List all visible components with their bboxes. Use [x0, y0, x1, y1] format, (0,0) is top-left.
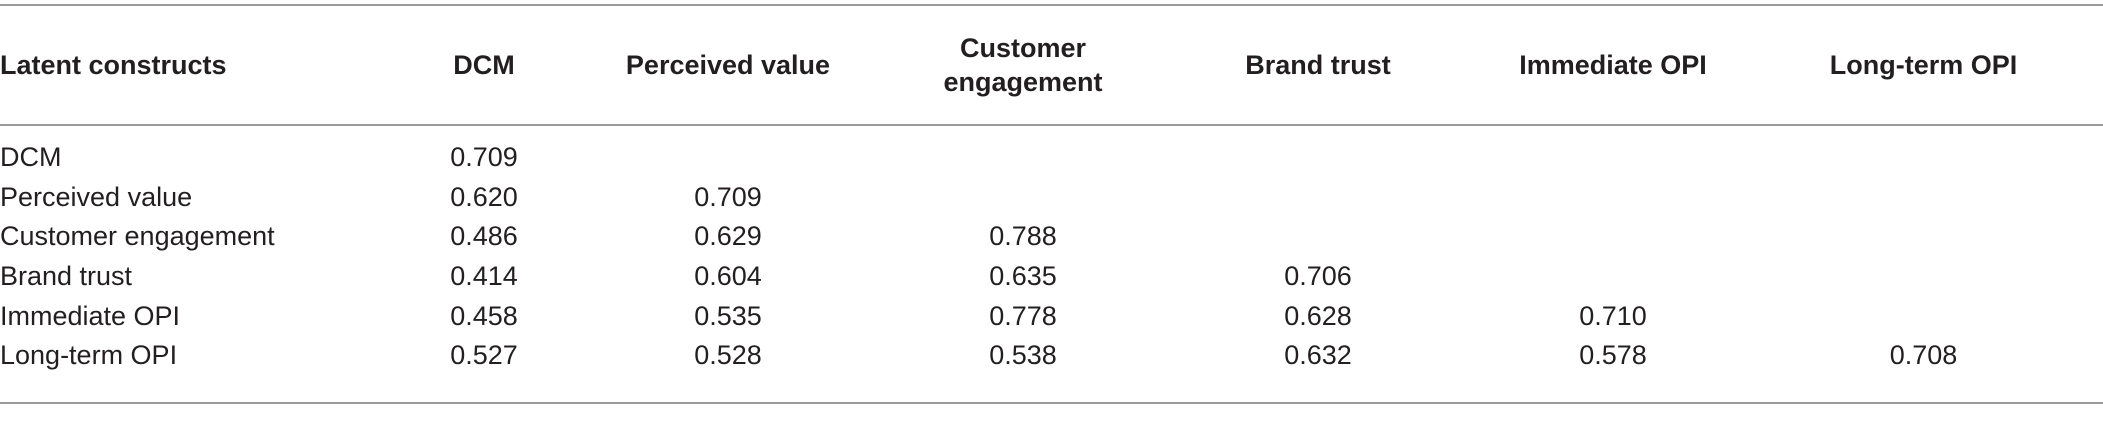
table-cell: 0.709: [694, 181, 762, 212]
header-latent-constructs: Latent constructs: [0, 50, 227, 80]
table-cell: 0.620: [450, 181, 518, 212]
header-row: Latent constructs DCM Perceived value Cu…: [0, 6, 2103, 124]
table-row: Customer engagement 0.486 0.629 0.788: [0, 217, 2103, 257]
table-cell: [1482, 257, 1744, 297]
table-cell: [1744, 124, 2103, 178]
table-cell: [1482, 178, 1744, 218]
table-row: Perceived value 0.620 0.709: [0, 178, 2103, 218]
row-label: Brand trust: [0, 261, 133, 292]
header-dcm: DCM: [453, 50, 515, 80]
table-cell: 0.527: [450, 340, 518, 371]
table-cell: 0.414: [450, 261, 518, 292]
table-cell: 0.778: [989, 300, 1057, 331]
table-cell: 0.535: [694, 300, 762, 331]
table-cell: 0.706: [1284, 261, 1352, 292]
table-cell: 0.629: [694, 221, 762, 252]
header-immediate-opi: Immediate OPI: [1519, 50, 1707, 80]
table-cell: 0.528: [694, 340, 762, 371]
header-brand-trust: Brand trust: [1245, 50, 1391, 80]
header-rule: [0, 124, 2103, 126]
header-customer-engagement-line1: Customer: [959, 33, 1087, 63]
table-cell: 0.578: [1579, 340, 1647, 371]
table-cell: [1482, 217, 1744, 257]
row-label: Perceived value: [0, 181, 193, 212]
table-cell: [892, 124, 1154, 178]
row-label: Customer engagement: [0, 221, 275, 252]
table-cell: 0.708: [1889, 340, 1958, 371]
header-customer-engagement: Customer engagement: [892, 6, 1154, 124]
table-cell: 0.632: [1284, 340, 1352, 371]
header-perceived-value: Perceived value: [625, 50, 831, 80]
table-cell: 0.788: [989, 221, 1057, 252]
table-cell: [892, 178, 1154, 218]
header-customer-engagement-line2: engagement: [943, 67, 1103, 97]
table-cell: 0.538: [989, 340, 1057, 371]
row-label: Immediate OPI: [0, 300, 181, 331]
row-label: DCM: [0, 142, 62, 173]
row-label: Long-term OPI: [0, 340, 178, 371]
table-cell: 0.458: [450, 300, 518, 331]
table-cell: [564, 124, 892, 178]
table-row: Brand trust 0.414 0.604 0.635 0.706: [0, 257, 2103, 297]
table-cell: [1744, 178, 2103, 218]
table-cell: [1154, 124, 1482, 178]
table-cell: [1744, 217, 2103, 257]
table-cell: 0.604: [694, 261, 762, 292]
table-row: DCM 0.709: [0, 124, 2103, 178]
table-cell: [1744, 257, 2103, 297]
table-cell: [1482, 124, 1744, 178]
table-cell: [1154, 178, 1482, 218]
table-cell: [1744, 296, 2103, 336]
correlation-table: Latent constructs DCM Perceived value Cu…: [0, 6, 2103, 376]
table-cell: 0.710: [1579, 300, 1647, 331]
table-cell: [1154, 217, 1482, 257]
table-cell: 0.486: [450, 221, 518, 252]
table-cell: 0.628: [1284, 300, 1352, 331]
bottom-rule: [0, 402, 2103, 404]
table-body: DCM 0.709 Perceived value 0.620 0.709 Cu…: [0, 124, 2103, 376]
table-row: Immediate OPI 0.458 0.535 0.778 0.628 0.…: [0, 296, 2103, 336]
table-cell: 0.709: [450, 142, 518, 173]
table-cell: 0.635: [989, 261, 1057, 292]
header-long-term-opi: Long-term OPI: [1829, 50, 2018, 80]
top-rule: [0, 4, 2103, 6]
table-header: Latent constructs DCM Perceived value Cu…: [0, 6, 2103, 124]
table-row: Long-term OPI 0.527 0.528 0.538 0.632 0.…: [0, 336, 2103, 376]
